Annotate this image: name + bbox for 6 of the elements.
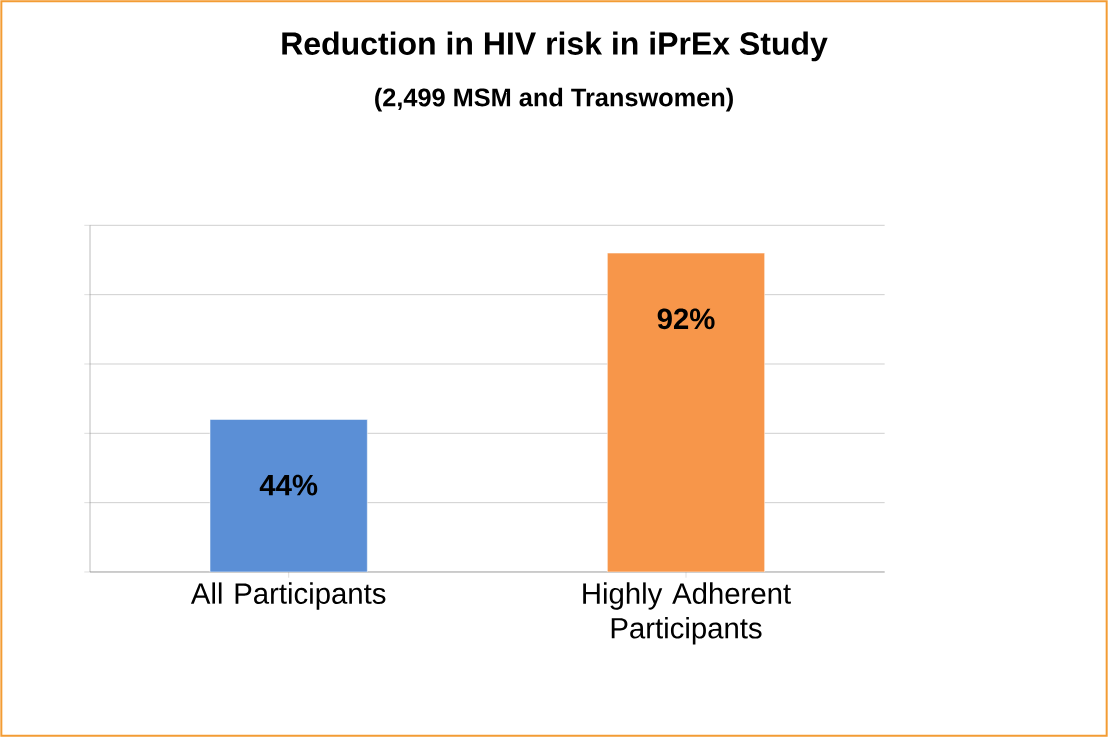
x-tick-label: All Participants bbox=[190, 582, 386, 610]
chart-subtitle: (2,499 MSM and Transwomen) bbox=[375, 87, 733, 112]
data-label: 92% bbox=[657, 308, 715, 330]
data-label: 44% bbox=[259, 474, 318, 496]
x-tick-label: Highly Adherent Participants bbox=[583, 582, 791, 645]
chart-title: Reduction in HIV risk in iPrEx Study bbox=[282, 31, 828, 62]
